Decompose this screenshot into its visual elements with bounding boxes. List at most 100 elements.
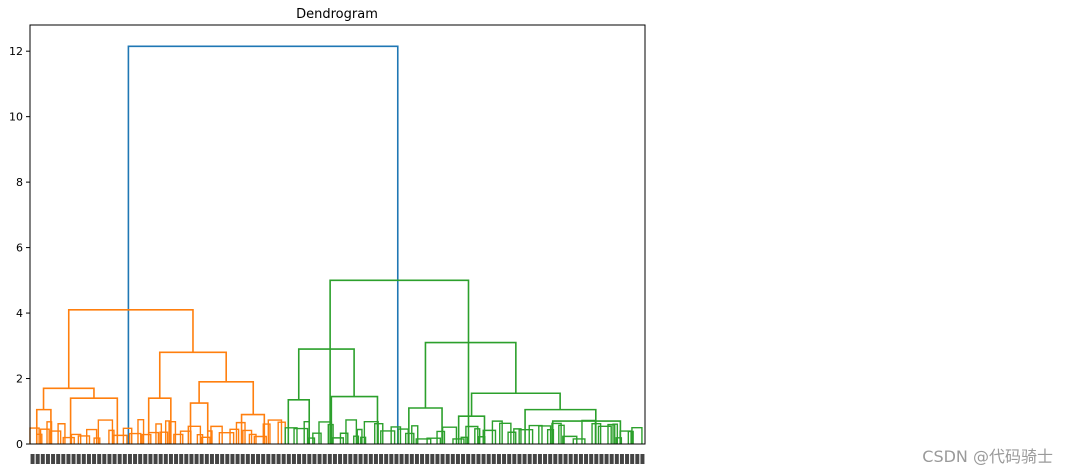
- leaf-label: [348, 454, 353, 464]
- leaf-merge: [207, 430, 213, 444]
- leaf-label: [384, 454, 389, 464]
- leaf-merge: [318, 421, 333, 444]
- leaf-label: [409, 454, 414, 464]
- leaf-merge: [179, 430, 192, 444]
- leaf-label: [471, 454, 476, 464]
- leaf-label: [86, 454, 91, 464]
- leaf-label: [261, 454, 266, 464]
- leaf-label: [61, 454, 66, 464]
- leaf-label: [51, 454, 56, 464]
- leaf-label: [174, 454, 179, 464]
- leaf-merge: [327, 423, 334, 444]
- leaf-label: [512, 454, 517, 464]
- leaf-label: [102, 454, 107, 464]
- leaf-label: [71, 454, 76, 464]
- link-c1-b22: [240, 413, 266, 444]
- leaf-label: [630, 454, 635, 464]
- leaf-label: [35, 454, 40, 464]
- leaf-merge: [345, 419, 358, 444]
- leaf-label: [435, 454, 440, 464]
- leaf-label: [625, 454, 630, 464]
- leaf-merge: [122, 427, 133, 444]
- leaf-merge: [108, 429, 115, 444]
- leaf-label: [599, 454, 604, 464]
- leaf-label: [158, 454, 163, 464]
- leaf-merge: [558, 424, 565, 444]
- link-c2-b1: [408, 407, 443, 444]
- leaf-merge: [168, 421, 177, 444]
- leaf-label: [322, 454, 327, 464]
- leaf-merge: [253, 435, 267, 444]
- link-root: [127, 45, 399, 444]
- leaf-merge: [477, 436, 486, 444]
- y-tick-label: 0: [16, 438, 23, 451]
- leaf-merge: [200, 436, 211, 444]
- chart-title: Dendrogram: [296, 7, 378, 22]
- y-tick-label: 4: [16, 307, 23, 320]
- leaf-label: [168, 454, 173, 464]
- leaf-merge: [62, 436, 75, 444]
- leaf-merge: [465, 425, 479, 444]
- leaf-merge: [29, 427, 40, 444]
- leaf-label: [256, 454, 261, 464]
- leaf-merge: [405, 432, 415, 444]
- leaf-label: [40, 454, 45, 464]
- leaf-label: [425, 454, 430, 464]
- leaf-merge: [627, 430, 634, 444]
- leaf-merge: [218, 432, 235, 444]
- leaf-label: [76, 454, 81, 464]
- leaf-label: [56, 454, 61, 464]
- leaf-merge: [111, 434, 128, 444]
- y-tick-label: 10: [9, 111, 23, 124]
- leaf-label: [332, 454, 337, 464]
- leaf-merge: [229, 428, 240, 444]
- link-c1-a: [42, 387, 95, 410]
- leaf-label: [250, 454, 255, 464]
- leaf-label: [117, 454, 122, 464]
- leaf-label: [491, 454, 496, 464]
- plot-frame: [29, 24, 646, 445]
- leaf-merge: [267, 419, 283, 444]
- leaf-label: [373, 454, 378, 464]
- leaf-label: [363, 454, 368, 464]
- leaf-label: [486, 454, 491, 464]
- leaf-merge: [452, 438, 465, 444]
- leaf-merge: [360, 436, 367, 444]
- leaf-merge: [597, 425, 612, 444]
- leaf-merge: [482, 429, 497, 444]
- leaf-label: [640, 454, 645, 464]
- link-c2-a2: [330, 395, 379, 444]
- leaf-label: [379, 454, 384, 464]
- leaf-merge: [397, 428, 409, 444]
- leaf-label: [481, 454, 486, 464]
- leaf-label: [163, 454, 168, 464]
- leaf-merge: [248, 433, 257, 444]
- leaf-merge: [141, 433, 152, 444]
- y-tick-label: 12: [9, 45, 23, 58]
- leaf-label: [404, 454, 409, 464]
- leaf-merge: [196, 433, 204, 444]
- leaf-label: [97, 454, 102, 464]
- leaf-label: [502, 454, 507, 464]
- link-c1-b: [158, 351, 227, 399]
- leaf-merge: [607, 423, 616, 444]
- leaf-merge: [242, 429, 253, 444]
- leaf-merge: [460, 436, 469, 444]
- leaf-merge: [415, 438, 432, 444]
- leaf-merge: [339, 432, 349, 444]
- leaf-merge: [164, 420, 171, 444]
- leaf-label: [548, 454, 553, 464]
- leaf-label: [532, 454, 537, 464]
- leaf-merge: [147, 431, 160, 444]
- leaf-label: [312, 454, 317, 464]
- leaf-label: [445, 454, 450, 464]
- leaf-label: [553, 454, 558, 464]
- leaf-merge: [293, 427, 309, 444]
- leaf-label: [235, 454, 240, 464]
- leaf-merge: [86, 428, 98, 444]
- leaf-label: [440, 454, 445, 464]
- leaf-merge: [331, 437, 345, 444]
- leaf-label: [184, 454, 189, 464]
- leaf-label: [353, 454, 358, 464]
- leaf-merge: [411, 425, 419, 444]
